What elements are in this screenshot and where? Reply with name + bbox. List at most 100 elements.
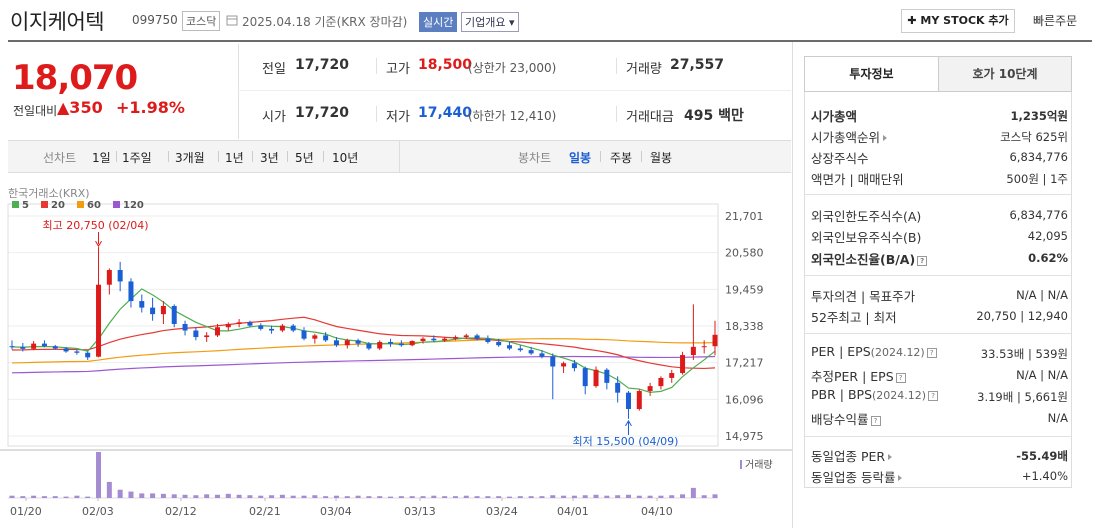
candle-body (52, 346, 58, 349)
y-tick-label: 16,096 (725, 393, 764, 406)
x-tick-label: 02/21 (249, 505, 281, 518)
quote-row-divider (238, 90, 791, 91)
low-value: 17,440 (418, 105, 473, 121)
separator (168, 151, 169, 162)
ma60-line (11, 338, 716, 364)
period-1d[interactable]: 1일 (92, 151, 111, 165)
candle-body (355, 340, 361, 344)
candle-chart-label: 봉차트 (518, 151, 552, 165)
help-icon[interactable]: ? (895, 373, 906, 383)
open-label: 시가 (262, 110, 286, 125)
help-icon[interactable]: ? (870, 416, 881, 426)
divider (616, 106, 617, 122)
sector-per-link[interactable]: 동일업종 PER (811, 446, 893, 465)
volume-bar (636, 495, 642, 498)
x-tick-label: 04/10 (641, 505, 673, 518)
candle-body (225, 323, 231, 328)
prev-close-label: 전일 (262, 62, 286, 77)
period-3y[interactable]: 3년 (260, 151, 279, 165)
volume-bar (420, 496, 426, 498)
help-icon[interactable]: ? (928, 391, 939, 401)
period-daily[interactable]: 일봉 (569, 151, 592, 165)
separator (641, 151, 642, 162)
volume-bar (258, 495, 264, 498)
volume-bar (398, 496, 404, 498)
stock-code: 099750 (132, 13, 178, 27)
per-value: 33.53배 | 539원 (980, 347, 1068, 361)
period-1y[interactable]: 1년 (225, 151, 244, 165)
candle-body (452, 337, 458, 339)
candle-body (323, 335, 329, 341)
period-10y[interactable]: 10년 (332, 151, 359, 165)
add-mystock-button[interactable]: ✚ MY STOCK 추가 (901, 9, 1015, 33)
mcap-label: 시가총액 (811, 109, 858, 124)
stock-chart[interactable]: 한국거래소(KRX) 5 20 60 120 21,701 20,580 19,459 18… (0, 180, 792, 528)
y-axis: 21,701 20,580 19,459 18,338 17,217 16,096 14,9… (725, 210, 764, 443)
mcap-rank-link[interactable]: 시가총액순위 (811, 127, 888, 146)
prev-close-value: 17,720 (295, 57, 350, 73)
volume-bar (647, 495, 653, 498)
candle-body (496, 341, 502, 346)
base-date: 2025.04.18 기준(KRX 장마감) (242, 15, 408, 29)
period-3m[interactable]: 3개월 (175, 151, 205, 165)
tab-orderbook[interactable]: 호가 10단계 (938, 56, 1072, 92)
ma20-line (11, 316, 716, 370)
price-divider (238, 44, 239, 139)
candle-body (474, 335, 480, 339)
volume-bar (31, 495, 37, 498)
help-icon[interactable]: ? (926, 348, 937, 358)
volume-bar (366, 496, 372, 498)
volume-bar (290, 495, 296, 498)
candle-body (150, 307, 156, 315)
volume-legend-swatch (740, 460, 742, 469)
x-tick-label: 01/20 (10, 505, 42, 518)
period-weekly[interactable]: 주봉 (610, 151, 633, 165)
section-divider (804, 436, 1072, 437)
arrow-right-icon (898, 475, 903, 481)
tab-invest-info[interactable]: 투자정보 (804, 56, 939, 92)
volume-bar (182, 494, 188, 498)
candle-body (636, 391, 642, 410)
sector-chg-link[interactable]: 동일업종 등락률 (811, 467, 903, 486)
quick-order-button[interactable]: 빠른주문 (1033, 14, 1078, 28)
plot-frame (7, 203, 719, 447)
per-period: (2024.12) (870, 346, 925, 359)
volume-bar (333, 495, 339, 498)
legend-label: 120 (123, 200, 144, 211)
candle-body (409, 340, 415, 346)
arrow-right-icon (883, 135, 888, 141)
high-annotation: 최고 20,750 (02/04) (43, 219, 149, 232)
volume-bar (20, 496, 26, 498)
amount-label: 거래대금 (626, 110, 674, 125)
candle-body (388, 341, 394, 344)
ma5-line (11, 288, 716, 393)
candle-body (247, 322, 253, 326)
volume-bar (539, 496, 545, 498)
candle-body (9, 346, 15, 348)
volume-bar (41, 496, 47, 498)
period-5y[interactable]: 5년 (295, 151, 314, 165)
candle-body (701, 346, 707, 348)
candle-body (377, 341, 383, 349)
candle-body (31, 343, 37, 349)
candle-body (690, 346, 696, 356)
low-annotation: 최저 15,500 (04/09) (572, 435, 678, 448)
period-1w[interactable]: 1주일 (122, 151, 152, 165)
candle-body (398, 343, 404, 346)
volume-bar (712, 494, 718, 498)
help-icon[interactable]: ? (917, 256, 928, 266)
candle-body (712, 334, 718, 347)
realtime-badge[interactable]: 실시간 (419, 12, 458, 32)
legend-label: 20 (51, 200, 65, 211)
candle-body (571, 363, 577, 369)
company-overview-dropdown[interactable]: 기업개요 ▾ (461, 12, 519, 32)
candle-body (171, 305, 177, 324)
mcap-rank-value: 코스닥 625위 (1000, 130, 1068, 144)
candle-body (561, 363, 567, 367)
candle-body (279, 325, 285, 331)
div-label: 배당수익률 (811, 412, 869, 427)
volume-bar (63, 496, 69, 498)
period-monthly[interactable]: 월봉 (650, 151, 673, 165)
candle-body (507, 345, 513, 349)
candle-body (658, 377, 664, 387)
